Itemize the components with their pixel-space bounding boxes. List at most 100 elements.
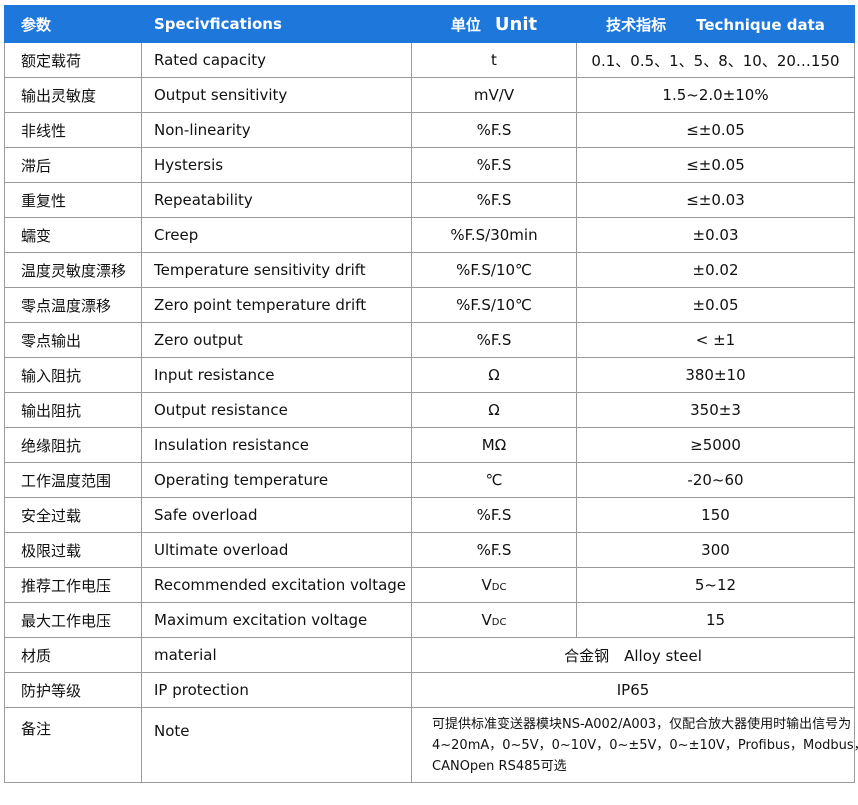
header-text: 单位 (450, 15, 481, 34)
table-row: 零点温度漂移 Zero point temperature drift %F.S/1… (4, 287, 855, 323)
param-cell: 重复性 (4, 182, 142, 218)
table-row: 绝缘阻抗 Insulation resistance MΩ ≥5000 (4, 427, 855, 463)
table-row: 重复性 Repeatability %F.S ≤±0.03 (4, 182, 855, 218)
spec-cell: Insulation resistance (141, 427, 412, 463)
table-body: 额定载荷 Rated capacity t 0.1、0.5、1、5、8、10、20…1… (4, 42, 858, 783)
value-cell: ±0.05 (576, 287, 855, 323)
spec-cell: Recommended excitation voltage (141, 567, 412, 603)
note-line: CANOpen RS485可选 (432, 758, 567, 774)
value-cell: ±0.02 (576, 252, 855, 288)
table-row: 材质 material 合金钢 Alloy steel (4, 637, 855, 673)
spec-cell: Rated capacity (141, 42, 412, 78)
param-cell: 输入阻抗 (4, 357, 142, 393)
table-row: 输出灵敏度 Output sensitivity mV/V 1.5~2.0±10% (4, 77, 855, 113)
unit-cell: MΩ (411, 427, 577, 463)
spec-cell: Hystersis (141, 147, 412, 183)
spec-cell: Non-linearity (141, 112, 412, 148)
spec-cell: Output sensitivity (141, 77, 412, 113)
table-row: 额定载荷 Rated capacity t 0.1、0.5、1、5、8、10、20…1… (4, 42, 855, 78)
value-cell: 15 (576, 602, 855, 638)
unit-cell: Ω (411, 357, 577, 393)
header-cell: 技术指标 Technique data (576, 5, 855, 43)
unit-cell: %F.S (411, 112, 577, 148)
table-row: 最大工作电压 Maximum excitation voltage VDC 15 (4, 602, 855, 638)
unit-cell: %F.S/10℃ (411, 252, 577, 288)
param-cell: 极限过载 (4, 532, 142, 568)
unit-sub: DC (491, 582, 507, 593)
spec-cell: IP protection (141, 672, 412, 708)
param-cell: 材质 (4, 637, 142, 673)
unit-cell: VDC (411, 602, 577, 638)
header-cell: 参数 (4, 5, 142, 43)
table-row: 滞后 Hystersis %F.S ≤±0.05 (4, 147, 855, 183)
unit-cell: t (411, 42, 577, 78)
note-line: 可提供标准变送器模块NS-A002/A003，仅配合放大器使用时输出信号为 (432, 716, 852, 732)
spec-table: 参数 Specivfications 单位 Unit 技术指标 Technique … (4, 5, 858, 783)
param-cell: 额定载荷 (4, 42, 142, 78)
table-row: 输出阻抗 Output resistance Ω 350±3 (4, 392, 855, 428)
spec-cell: Ultimate overload (141, 532, 412, 568)
param-cell: 绝缘阻抗 (4, 427, 142, 463)
unit-cell: %F.S/30min (411, 217, 577, 253)
spec-cell: Temperature sensitivity drift (141, 252, 412, 288)
value-cell: 1.5~2.0±10% (576, 77, 855, 113)
table-row: 工作温度范围 Operating temperature ℃ -20~60 (4, 462, 855, 498)
unit-text: V (481, 611, 492, 629)
spec-cell: Creep (141, 217, 412, 253)
param-cell: 温度灵敏度漂移 (4, 252, 142, 288)
param-cell: 最大工作电压 (4, 602, 142, 638)
spec-cell: Safe overload (141, 497, 412, 533)
value-cell: 150 (576, 497, 855, 533)
table-header: 参数 Specivfications 单位 Unit 技术指标 Technique … (4, 5, 855, 43)
value-cell: 0.1、0.5、1、5、8、10、20…150 (576, 42, 855, 78)
value-cell: ±0.03 (576, 217, 855, 253)
table-row: 防护等级 IP protection IP65 (4, 672, 855, 708)
param-cell: 备注 (4, 707, 142, 783)
value-cell: -20~60 (576, 462, 855, 498)
param-cell: 防护等级 (4, 672, 142, 708)
header-text: 技术指标 (606, 15, 667, 34)
unit-sub: DC (491, 617, 507, 628)
spec-cell: Maximum excitation voltage (141, 602, 412, 638)
spec-cell: Zero point temperature drift (141, 287, 412, 323)
value-cell: < ±1 (576, 322, 855, 358)
table-row: 温度灵敏度漂移 Temperature sensitivity drift %F.S… (4, 252, 855, 288)
value-cell: IP65 (411, 672, 855, 708)
table-row: 蠕变 Creep %F.S/30min ±0.03 (4, 217, 855, 253)
spec-cell: Output resistance (141, 392, 412, 428)
spec-cell: Input resistance (141, 357, 412, 393)
param-cell: 蠕变 (4, 217, 142, 253)
unit-cell: VDC (411, 567, 577, 603)
spec-cell: Note (141, 707, 412, 783)
value-cell: ≥5000 (576, 427, 855, 463)
unit-text: V (481, 576, 492, 594)
param-cell: 工作温度范围 (4, 462, 142, 498)
note-line: 4~20mA，0~5V，0~10V，0~±5V，0~±10V，Profibus，… (432, 737, 858, 753)
header-text: Unit (494, 13, 538, 35)
unit-cell: %F.S (411, 497, 577, 533)
unit-cell: mV/V (411, 77, 577, 113)
note-cell: 可提供标准变送器模块NS-A002/A003，仅配合放大器使用时输出信号为 4~2… (411, 707, 858, 783)
param-cell: 推荐工作电压 (4, 567, 142, 603)
unit-cell: %F.S (411, 532, 577, 568)
unit-cell: %F.S (411, 147, 577, 183)
table-row: 输入阻抗 Input resistance Ω 380±10 (4, 357, 855, 393)
unit-cell: %F.S (411, 322, 577, 358)
spec-cell: material (141, 637, 412, 673)
param-cell: 安全过载 (4, 497, 142, 533)
spec-cell: Repeatability (141, 182, 412, 218)
header-cell: 单位 Unit (411, 5, 577, 43)
header-cell: Specivfications (141, 5, 412, 43)
value-cell: 合金钢 Alloy steel (411, 637, 855, 673)
table-row: 非线性 Non-linearity %F.S ≤±0.05 (4, 112, 855, 148)
table-row: 零点输出 Zero output %F.S < ±1 (4, 322, 855, 358)
unit-cell: ℃ (411, 462, 577, 498)
spec-cell: Zero output (141, 322, 412, 358)
header-row: 参数 Specivfications 单位 Unit 技术指标 Technique … (4, 5, 855, 43)
param-cell: 输出灵敏度 (4, 77, 142, 113)
value-cell: 380±10 (576, 357, 855, 393)
value-cell: ≤±0.05 (576, 112, 855, 148)
param-cell: 零点温度漂移 (4, 287, 142, 323)
value-cell: 300 (576, 532, 855, 568)
unit-cell: %F.S (411, 182, 577, 218)
